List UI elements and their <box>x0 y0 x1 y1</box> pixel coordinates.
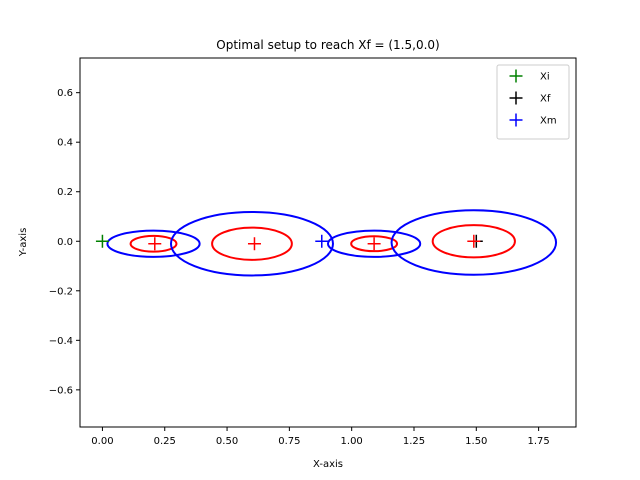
plot-area: 0.00 0.25 0.50 0.75 1.00 1.25 1.50 1.75 −0.6 −0.4… <box>49 57 577 447</box>
uncertainty-ellipse <box>327 229 422 258</box>
legend-marker-xf <box>509 91 523 105</box>
y-tick-label: 0.6 <box>57 88 73 99</box>
y-tick-label: −0.4 <box>49 336 73 347</box>
y-tick-label: 0.2 <box>57 187 73 198</box>
uncertainty-ellipse <box>129 234 178 253</box>
x-axis-label: X-axis <box>313 459 343 470</box>
x-tick-label: 1.50 <box>465 436 487 447</box>
x-tick-label: 1.00 <box>341 436 363 447</box>
x-tick-label: 1.75 <box>527 436 549 447</box>
legend-box <box>496 64 570 140</box>
marker-estimate <box>247 237 261 251</box>
chart-title: Optimal setup to reach Xf = (1.5,0.0) <box>216 38 439 52</box>
x-tick-label: 0.25 <box>154 436 176 447</box>
uncertainty-ellipse <box>390 209 558 276</box>
uncertainty-ellipse <box>169 211 334 277</box>
x-tick-label: 0.50 <box>216 436 238 447</box>
legend: Xi Xf Xm <box>496 64 570 140</box>
marker-estimate <box>467 234 481 248</box>
marker-estimate <box>367 237 381 251</box>
legend-marker-xm <box>509 113 523 127</box>
x-tick-label: 1.25 <box>403 436 425 447</box>
y-axis-label: Y-axis <box>18 228 29 258</box>
legend-label-xm: Xm <box>540 116 557 127</box>
uncertainty-ellipse <box>431 224 516 259</box>
legend-label-xf: Xf <box>540 94 551 105</box>
marker-estimate <box>148 237 162 251</box>
plot-frame <box>79 57 577 428</box>
x-tick-label: 0.75 <box>278 436 300 447</box>
uncertainty-ellipse <box>350 235 399 253</box>
x-tick-label: 0.00 <box>91 436 113 447</box>
legend-label-xi: Xi <box>540 72 550 83</box>
y-tick-label: −0.6 <box>49 385 73 396</box>
y-tick-label: 0.0 <box>57 237 73 248</box>
marker-xi <box>95 234 109 248</box>
marker-xm <box>315 234 329 248</box>
uncertainty-ellipse <box>211 226 293 261</box>
legend-marker-xi <box>509 69 523 83</box>
uncertainty-ellipse <box>106 229 201 258</box>
y-tick-label: −0.2 <box>49 286 73 297</box>
y-tick-label: 0.4 <box>57 138 73 149</box>
